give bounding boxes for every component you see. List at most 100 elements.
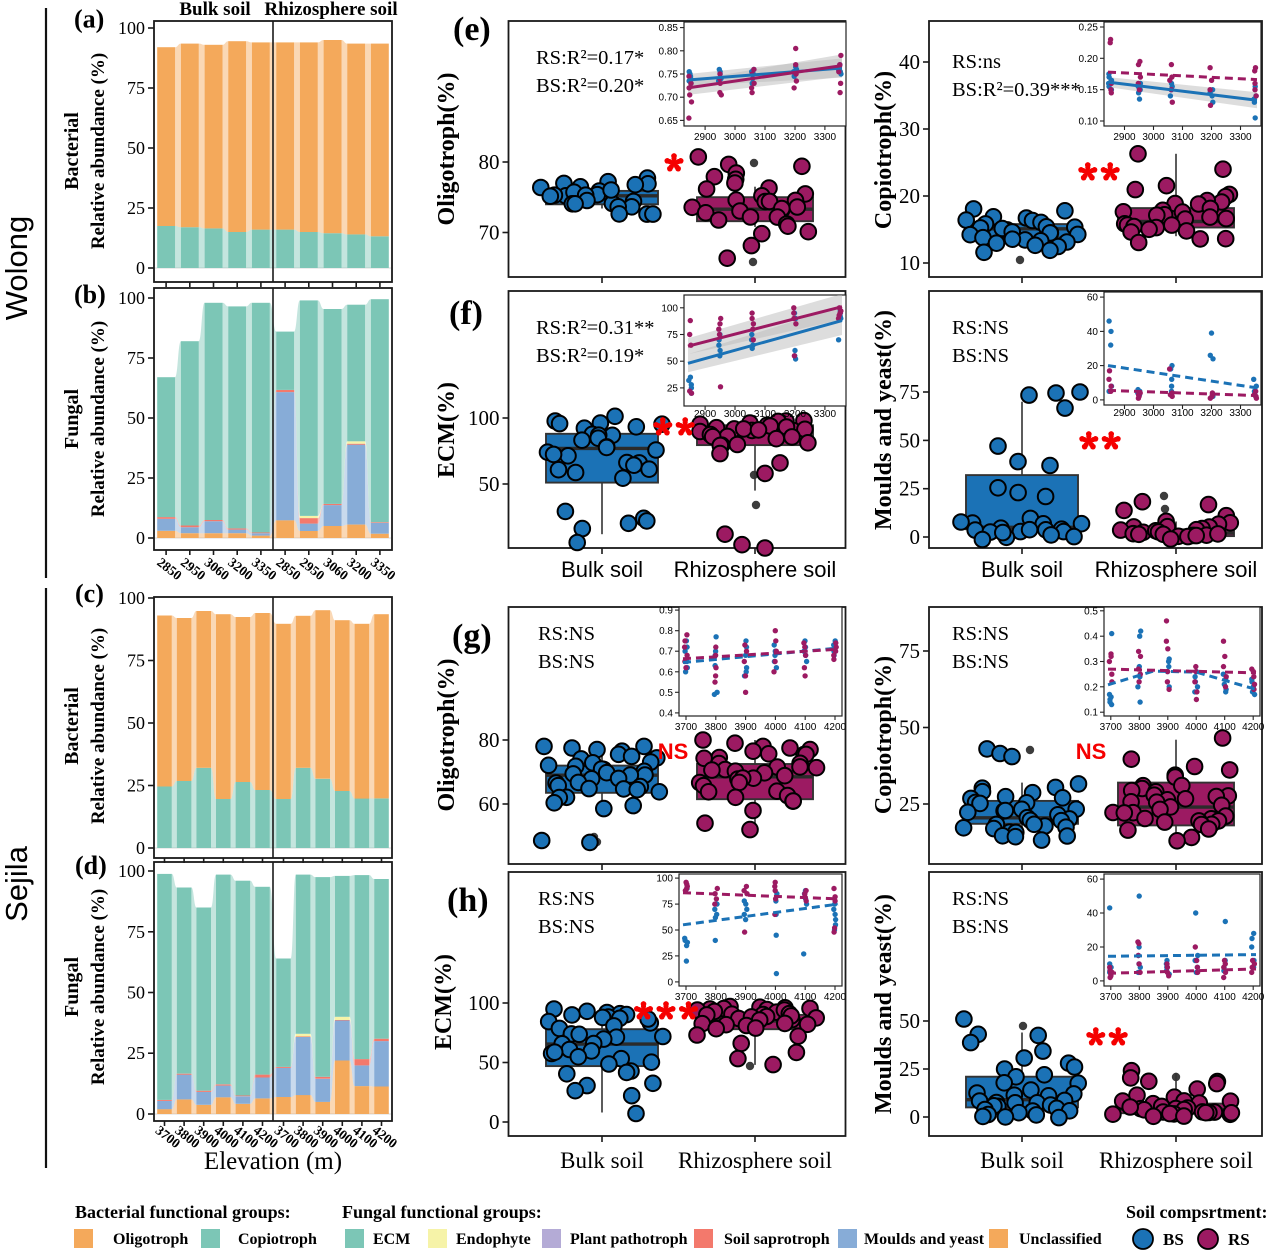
- svg-text:RS:R²=0.17*: RS:R²=0.17*: [536, 47, 644, 69]
- svg-text:3000: 3000: [724, 132, 747, 143]
- svg-text:Rhizosphere soil: Rhizosphere soil: [1099, 1148, 1253, 1173]
- svg-text:Fungal functional groups:: Fungal functional groups:: [342, 1202, 542, 1222]
- svg-text:Bulk soil: Bulk soil: [981, 557, 1063, 582]
- svg-text:Fungal: Fungal: [61, 957, 83, 1017]
- svg-text:Rhizosphere soil: Rhizosphere soil: [1095, 557, 1258, 582]
- svg-text:4200: 4200: [1242, 722, 1265, 733]
- svg-text:Wolong: Wolong: [0, 216, 34, 321]
- svg-text:BS:NS: BS:NS: [538, 651, 595, 673]
- svg-text:75: 75: [127, 651, 145, 671]
- svg-text:4100: 4100: [794, 992, 817, 1003]
- svg-text:(d): (d): [75, 851, 107, 880]
- svg-text:Soil saprotroph: Soil saprotroph: [724, 1231, 830, 1248]
- svg-text:Moulds and yeast(%): Moulds and yeast(%): [871, 894, 897, 1114]
- svg-text:3100: 3100: [754, 409, 777, 420]
- svg-text:0: 0: [136, 838, 145, 858]
- svg-text:50: 50: [899, 428, 920, 452]
- svg-text:4100: 4100: [1214, 722, 1237, 733]
- svg-text:100: 100: [468, 991, 500, 1015]
- svg-text:3200: 3200: [784, 132, 807, 143]
- svg-text:40: 40: [1087, 909, 1099, 920]
- svg-text:100: 100: [118, 288, 145, 308]
- svg-text:0.70: 0.70: [659, 93, 679, 104]
- svg-text:BS:NS: BS:NS: [538, 916, 595, 938]
- svg-text:BS: BS: [1163, 1230, 1184, 1249]
- svg-text:0.15: 0.15: [1079, 85, 1099, 96]
- svg-text:4000: 4000: [1185, 722, 1208, 733]
- svg-text:50: 50: [899, 716, 920, 740]
- svg-text:Endophyte: Endophyte: [456, 1231, 531, 1248]
- svg-text:3700: 3700: [1100, 992, 1123, 1003]
- svg-text:RS:NS: RS:NS: [538, 623, 595, 645]
- svg-text:Oligotroph: Oligotroph: [113, 1231, 188, 1248]
- svg-text:75: 75: [899, 380, 920, 404]
- svg-text:Bulk soil: Bulk soil: [980, 1148, 1064, 1173]
- svg-text:0.65: 0.65: [659, 116, 679, 127]
- svg-text:0: 0: [489, 1110, 500, 1134]
- svg-text:Elevation (m): Elevation (m): [204, 1148, 342, 1175]
- svg-text:Fungal: Fungal: [61, 389, 83, 449]
- svg-text:3200: 3200: [1200, 408, 1223, 419]
- svg-text:0: 0: [136, 258, 145, 278]
- svg-text:3000: 3000: [1142, 408, 1165, 419]
- svg-text:Unclassified: Unclassified: [1019, 1231, 1102, 1248]
- svg-text:Copiotroph(%): Copiotroph(%): [871, 71, 897, 229]
- svg-text:Oligotroph(%): Oligotroph(%): [434, 73, 460, 226]
- svg-text:Plant pathotroph: Plant pathotroph: [570, 1231, 688, 1248]
- svg-text:50: 50: [127, 138, 145, 158]
- svg-text:20: 20: [899, 184, 920, 208]
- svg-text:3700: 3700: [675, 992, 698, 1003]
- svg-text:3900: 3900: [1157, 722, 1180, 733]
- svg-text:0.6: 0.6: [659, 667, 673, 678]
- svg-text:3100: 3100: [1171, 408, 1194, 419]
- svg-text:Relative abundance (%): Relative abundance (%): [88, 321, 109, 517]
- svg-text:0.10: 0.10: [1079, 117, 1099, 128]
- svg-text:RS:NS: RS:NS: [952, 888, 1009, 910]
- svg-text:Rhizosphere soil: Rhizosphere soil: [674, 557, 837, 582]
- svg-text:60: 60: [1087, 875, 1099, 886]
- svg-text:Bacterial: Bacterial: [61, 112, 83, 190]
- svg-text:BS:NS: BS:NS: [952, 916, 1009, 938]
- svg-text:(c): (c): [75, 579, 104, 608]
- svg-text:BS:R²=0.20*: BS:R²=0.20*: [536, 75, 644, 97]
- svg-text:20: 20: [1087, 361, 1099, 372]
- svg-text:RS:R²=0.31**: RS:R²=0.31**: [536, 317, 655, 339]
- svg-text:ECM(%): ECM(%): [434, 382, 460, 478]
- svg-text:0: 0: [136, 1104, 145, 1124]
- svg-text:2900: 2900: [1113, 408, 1136, 419]
- svg-text:3200: 3200: [1200, 132, 1223, 143]
- svg-text:3300: 3300: [1229, 408, 1252, 419]
- svg-text:4000: 4000: [764, 722, 787, 733]
- svg-text:0.3: 0.3: [1084, 657, 1098, 668]
- svg-text:100: 100: [468, 406, 500, 430]
- svg-text:(e): (e): [453, 11, 491, 48]
- svg-text:0.4: 0.4: [659, 708, 673, 719]
- svg-text:BS:NS: BS:NS: [952, 345, 1009, 367]
- svg-text:Bulk soil: Bulk soil: [561, 557, 643, 582]
- svg-text:3800: 3800: [1128, 992, 1151, 1003]
- svg-text:Relative abundance (%): Relative abundance (%): [88, 628, 109, 824]
- svg-text:(g): (g): [452, 618, 492, 655]
- svg-text:2900: 2900: [694, 409, 717, 420]
- svg-text:RS:NS: RS:NS: [952, 623, 1009, 645]
- svg-text:Bacterial functional groups:: Bacterial functional groups:: [75, 1202, 291, 1222]
- svg-text:0.5: 0.5: [1084, 606, 1098, 617]
- svg-text:50: 50: [899, 1009, 920, 1033]
- svg-text:20: 20: [1087, 943, 1099, 954]
- svg-text:75: 75: [127, 348, 145, 368]
- svg-text:2900: 2900: [1113, 132, 1136, 143]
- svg-text:3800: 3800: [1128, 722, 1151, 733]
- svg-text:Copiotroph(%): Copiotroph(%): [871, 656, 897, 814]
- svg-text:50: 50: [479, 472, 500, 496]
- svg-text:25: 25: [899, 1057, 920, 1081]
- svg-text:50: 50: [662, 926, 674, 937]
- svg-text:3300: 3300: [814, 409, 837, 420]
- svg-text:0: 0: [910, 525, 921, 549]
- svg-text:0: 0: [1092, 976, 1098, 987]
- svg-text:Rhizosphere soil: Rhizosphere soil: [264, 0, 397, 20]
- svg-text:(h): (h): [447, 882, 489, 919]
- svg-text:Bacterial: Bacterial: [61, 687, 83, 765]
- svg-text:ECM(%): ECM(%): [431, 954, 457, 1050]
- svg-text:BS:R²=0.39***: BS:R²=0.39***: [952, 79, 1081, 101]
- svg-text:3300: 3300: [814, 132, 837, 143]
